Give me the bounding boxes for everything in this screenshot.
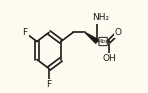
Text: O: O — [115, 28, 122, 37]
Text: F: F — [22, 28, 27, 37]
Polygon shape — [85, 32, 98, 43]
Text: F: F — [46, 80, 52, 89]
Text: OH: OH — [102, 54, 116, 63]
FancyBboxPatch shape — [99, 37, 107, 46]
Text: NH₂: NH₂ — [92, 13, 110, 22]
Text: Abs: Abs — [98, 39, 108, 44]
